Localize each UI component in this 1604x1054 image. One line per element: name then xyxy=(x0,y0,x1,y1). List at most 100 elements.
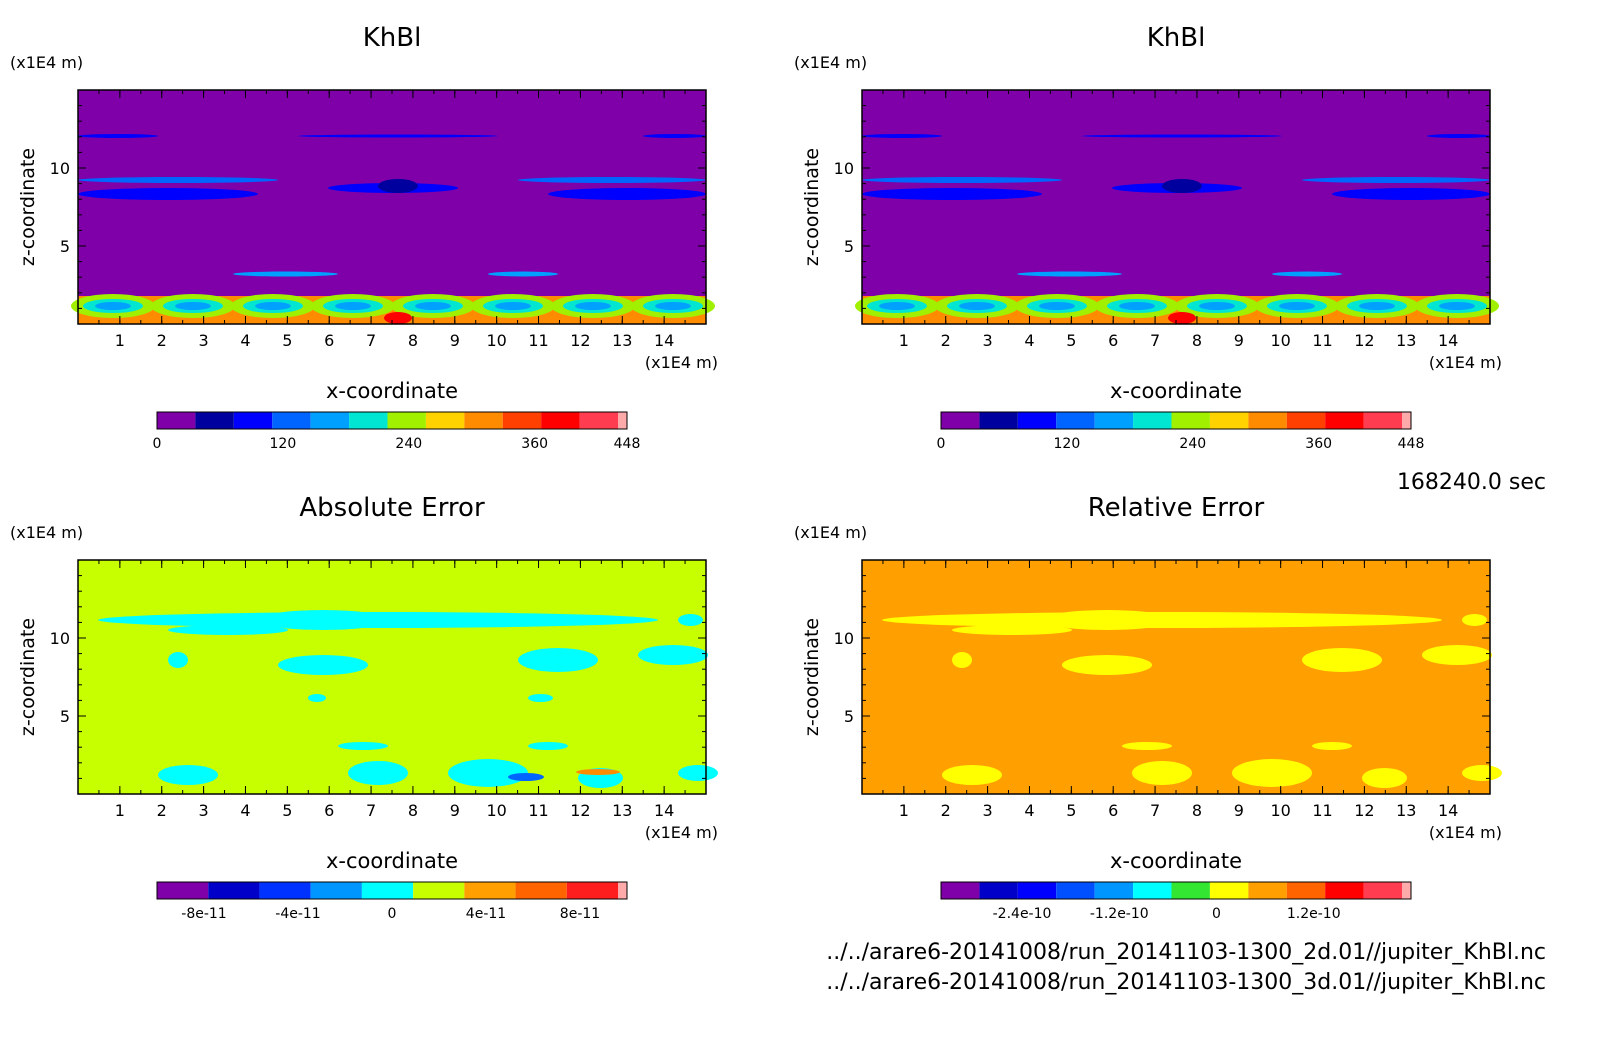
colorbar-swatch xyxy=(979,412,1018,429)
y-axis-label: z-coordinate xyxy=(801,148,823,266)
x-tick-label: 4 xyxy=(240,331,250,350)
field-cell xyxy=(95,302,131,310)
plot-area xyxy=(862,90,1490,324)
field-band xyxy=(1427,134,1490,138)
colorbar-swatch xyxy=(1325,882,1364,899)
field-layer xyxy=(882,610,1502,788)
x-tick-label: 7 xyxy=(366,801,376,820)
field-cell xyxy=(1199,302,1235,310)
colorbar-tick-label: 240 xyxy=(1179,436,1206,452)
colorbar-swatch xyxy=(1209,412,1249,429)
colorbar-tick-label: 120 xyxy=(270,436,297,452)
colorbar-tick-label: 448 xyxy=(614,436,641,452)
colorbar-swatch xyxy=(310,412,350,429)
x-axis-label: x-coordinate xyxy=(1110,849,1242,873)
colorbar-swatch xyxy=(387,412,426,429)
colorbar-swatch xyxy=(361,882,414,899)
file-path-2d: ../../arare6-20141008/run_20141103-1300_… xyxy=(826,940,1546,965)
x-tick-label: 6 xyxy=(324,801,334,820)
y-axis-label: z-coordinate xyxy=(801,618,823,736)
colorbar-swatch xyxy=(157,882,209,899)
field-cell xyxy=(1119,302,1155,310)
colorbar-tick-label: 0 xyxy=(153,436,162,452)
x-tick-label: 3 xyxy=(199,801,209,820)
x-tick-label: 3 xyxy=(983,331,993,350)
x-tick-label: 6 xyxy=(1108,801,1118,820)
colorbar-tick-label: 360 xyxy=(1305,436,1332,452)
colorbar-swatch xyxy=(1402,412,1411,429)
chart-title: Relative Error xyxy=(1088,493,1265,523)
x-tick-label: 10 xyxy=(1270,801,1290,820)
field-region xyxy=(518,648,598,672)
y-unit-label: (x1E4 m) xyxy=(10,523,83,542)
field-cell xyxy=(1279,302,1315,310)
colorbar-tick-label: 0 xyxy=(388,906,397,922)
x-tick-label: 12 xyxy=(570,331,590,350)
y-tick-label: 10 xyxy=(834,629,854,648)
field-layer xyxy=(855,134,1499,324)
x-tick-label: 2 xyxy=(941,331,951,350)
field-cell xyxy=(335,302,371,310)
colorbar-swatch xyxy=(1209,882,1249,899)
x-tick-label: 5 xyxy=(1066,331,1076,350)
field-region xyxy=(1462,614,1487,626)
colorbar-swatch xyxy=(1325,412,1364,429)
colorbar-swatch xyxy=(1363,412,1402,429)
x-tick-label: 9 xyxy=(1234,801,1244,820)
field-band xyxy=(378,179,418,193)
field-band xyxy=(1162,179,1202,193)
x-unit-label: (x1E4 m) xyxy=(645,823,718,842)
field-band xyxy=(1017,271,1122,277)
field-band xyxy=(298,134,498,138)
x-tick-label: 8 xyxy=(1192,331,1202,350)
field-cell xyxy=(959,302,995,310)
colorbar-frame xyxy=(940,881,1412,900)
field-region xyxy=(1122,742,1172,750)
colorbar-frame xyxy=(940,411,1412,430)
colorbar-swatch xyxy=(259,882,311,899)
colorbar-swatch xyxy=(1363,882,1402,899)
x-tick-label: 12 xyxy=(570,801,590,820)
colorbar-swatch xyxy=(618,412,627,429)
x-tick-label: 9 xyxy=(450,331,460,350)
field-region xyxy=(1062,655,1152,675)
x-tick-label: 4 xyxy=(1024,801,1034,820)
field-region xyxy=(678,614,703,626)
field-band xyxy=(1082,134,1282,138)
x-tick-label: 10 xyxy=(486,801,506,820)
field-cell xyxy=(255,302,291,310)
x-tick-label: 12 xyxy=(1354,331,1374,350)
field-region xyxy=(168,625,288,635)
y-unit-label: (x1E4 m) xyxy=(794,53,867,72)
x-tick-label: 12 xyxy=(1354,801,1374,820)
colorbar-swatch xyxy=(1248,412,1287,429)
field-band xyxy=(488,271,558,277)
x-tick-label: 11 xyxy=(528,331,548,350)
field-region xyxy=(1232,759,1312,787)
field-region xyxy=(1042,610,1172,630)
field-region xyxy=(348,761,408,785)
x-tick-label: 11 xyxy=(1312,801,1332,820)
colorbar-swatch xyxy=(618,882,627,899)
colorbar-swatch xyxy=(349,412,388,429)
colorbar-frame xyxy=(156,411,628,430)
colorbar-tick-label: 8e-11 xyxy=(560,906,600,922)
x-tick-label: 4 xyxy=(240,801,250,820)
x-tick-label: 14 xyxy=(1438,331,1458,350)
field-region xyxy=(1462,765,1502,781)
field-region xyxy=(168,652,188,668)
y-tick-label: 10 xyxy=(50,159,70,178)
field-region xyxy=(942,765,1002,785)
x-axis-label: x-coordinate xyxy=(326,849,458,873)
field-cell xyxy=(384,312,412,324)
colorbar-swatch xyxy=(579,412,618,429)
chart-title: Absolute Error xyxy=(299,493,485,523)
colorbar-tick-label: 240 xyxy=(395,436,422,452)
field-region xyxy=(308,694,326,702)
x-tick-label: 1 xyxy=(899,331,909,350)
colorbar-tick-label: -8e-11 xyxy=(181,906,226,922)
field-cell xyxy=(575,302,611,310)
field-region xyxy=(1302,648,1382,672)
colorbar-swatch xyxy=(1133,882,1172,899)
colorbar-frame xyxy=(156,881,628,900)
